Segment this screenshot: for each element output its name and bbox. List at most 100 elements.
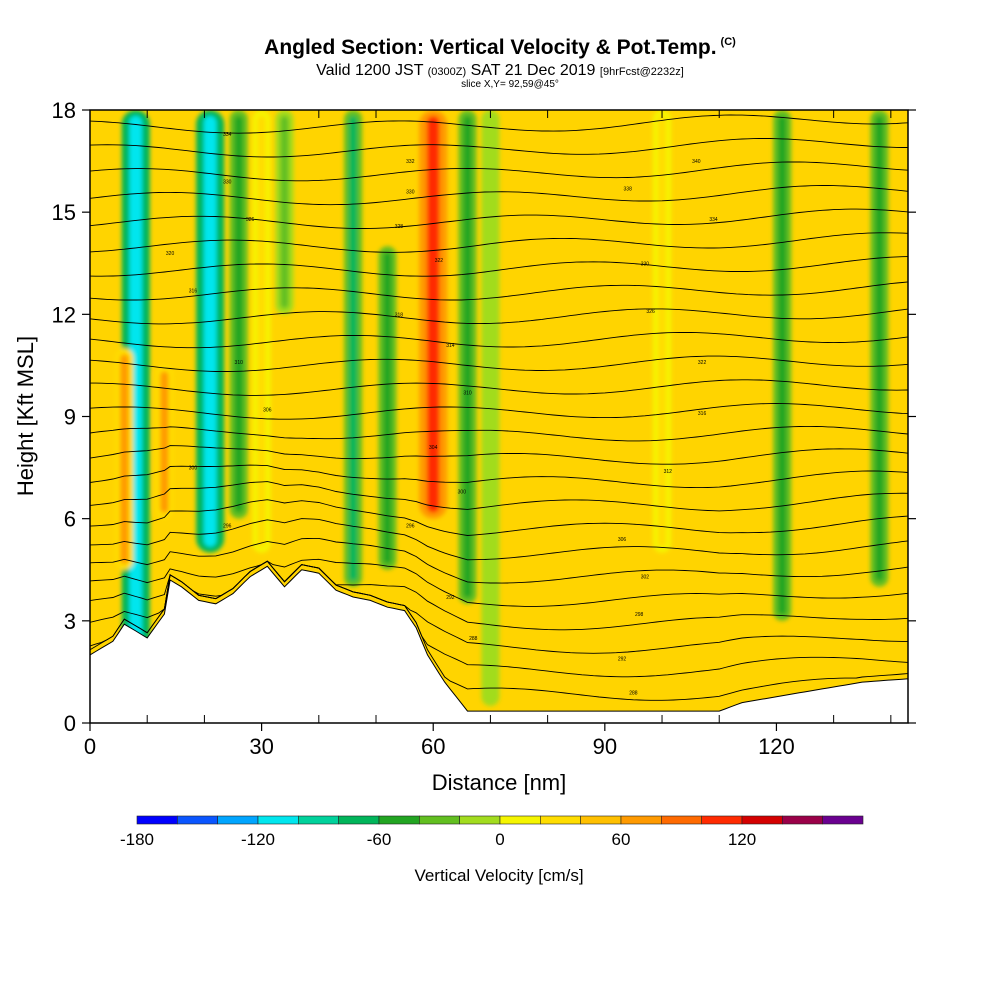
velocity-core <box>280 116 289 309</box>
theta-contour-label: 316 <box>189 288 198 294</box>
x-axis: 0 30 60 90 120 <box>84 110 892 759</box>
x-tick-label: 90 <box>593 734 617 759</box>
colorbar-tick-label: -120 <box>241 830 275 849</box>
colorbar-tick-label: -60 <box>367 830 392 849</box>
colorbar-swatch <box>298 815 339 825</box>
theta-contour-label: 326 <box>246 217 255 223</box>
x-tick-label: 30 <box>249 734 273 759</box>
velocity-core <box>383 252 392 564</box>
velocity-core <box>875 116 884 581</box>
x-tick-label: 0 <box>84 734 96 759</box>
theta-contour-label: 318 <box>395 312 404 318</box>
plot-area: 334 330 326 320 316 310 306 300 296 332 330 328 322 3… <box>90 92 908 723</box>
theta-contour-label: 340 <box>692 159 701 165</box>
theta-contour-label: 292 <box>618 656 627 662</box>
theta-contour-label: 310 <box>235 360 244 366</box>
y-tick-label: 18 <box>52 98 76 123</box>
colorbar-swatch <box>419 815 460 825</box>
theta-contour-label: 316 <box>698 411 707 417</box>
theta-contour <box>90 379 908 396</box>
y-tick-label: 0 <box>64 711 76 736</box>
theta-contour <box>90 138 908 158</box>
theta-contour <box>90 232 908 253</box>
theta-contour <box>90 425 908 442</box>
chart-title-text: Angled Section: Vertical Velocity & Pot.… <box>264 36 717 59</box>
theta-contour <box>90 403 908 420</box>
x-axis-title: Distance [nm] <box>432 770 567 795</box>
theta-contour <box>90 161 908 182</box>
theta-contour <box>90 185 908 206</box>
theta-contour <box>90 114 908 134</box>
theta-contour-label: 314 <box>446 343 455 349</box>
theta-contour-label: 300 <box>458 489 467 495</box>
theta-contour-label: 310 <box>463 391 472 397</box>
colorbar-swatch <box>822 815 864 825</box>
colorbar-swatch <box>499 815 541 825</box>
theta-contour <box>90 499 908 536</box>
theta-contour <box>90 208 908 229</box>
theta-contour <box>90 537 908 584</box>
velocity-core <box>486 116 495 700</box>
copyright-mark: (C) <box>720 36 736 48</box>
theta-contour-label: 288 <box>469 636 478 642</box>
theta-contour <box>90 464 908 489</box>
slice-info: slice X,Y= 92,59@45° <box>461 79 559 90</box>
theta-contour <box>90 481 908 512</box>
velocity-core <box>463 116 472 598</box>
y-axis: 0 3 6 9 12 15 18 <box>52 98 916 736</box>
colorbar-swatch <box>177 815 218 825</box>
colorbar-swatch <box>378 815 420 825</box>
theta-contour <box>90 445 908 465</box>
theta-contour-label: 306 <box>618 537 627 543</box>
colorbar-swatch <box>580 815 622 825</box>
theta-contour-label: 330 <box>223 180 232 186</box>
terrain-mask <box>90 565 908 723</box>
theta-contour <box>90 355 908 372</box>
colorbar-swatch <box>257 815 299 825</box>
theta-contour-label: 322 <box>698 360 707 366</box>
y-axis-title: Height [Kft MSL] <box>13 336 38 496</box>
colorbar-swatch <box>338 815 380 825</box>
valid-date: SAT 21 Dec 2019 <box>470 62 596 79</box>
x-tick-label: 60 <box>421 734 445 759</box>
theta-contour-label: 288 <box>629 690 638 696</box>
velocity-core <box>426 116 440 513</box>
colorbar-swatch <box>540 815 581 825</box>
theta-contour <box>90 256 908 277</box>
colorbar-swatch <box>217 815 259 825</box>
colorbar-swatch <box>782 815 823 825</box>
theta-contour-label: 312 <box>664 469 673 475</box>
theta-contour <box>90 92 908 110</box>
colorbar-swatch <box>459 815 501 825</box>
theta-contour-label: 326 <box>646 309 655 315</box>
theta-contour <box>90 281 908 301</box>
colorbar-swatch <box>620 815 662 825</box>
theta-contour-label: 320 <box>166 251 175 257</box>
velocity-core <box>778 116 787 615</box>
colorbar-title: Vertical Velocity [cm/s] <box>414 866 583 885</box>
theta-contour <box>90 518 908 561</box>
colorbar-tick-label: 0 <box>495 830 504 849</box>
colorbar: -180 -120 -60 0 60 120 <box>120 815 864 849</box>
theta-contour-label: 292 <box>446 595 455 601</box>
velocity-core <box>657 116 667 547</box>
theta-contour-labels: 334 330 326 320 316 310 306 300 296 332 330 328 322 3… <box>166 132 718 697</box>
velocity-core <box>160 371 169 513</box>
forecast-info: [9hrFcst@2232z] <box>599 66 684 78</box>
chart-title: Angled Section: Vertical Velocity & Pot.… <box>0 36 1000 60</box>
theta-contour-label: 304 <box>429 445 438 451</box>
velocity-core <box>120 354 129 564</box>
theta-contour <box>90 558 908 607</box>
y-tick-label: 3 <box>64 609 76 634</box>
colorbar-swatch <box>136 815 178 825</box>
theta-contour-label: 328 <box>395 224 404 230</box>
velocity-core <box>257 116 266 547</box>
theta-contour-label: 322 <box>435 258 444 264</box>
y-tick-label: 15 <box>52 200 76 225</box>
y-tick-label: 12 <box>52 302 76 327</box>
colorbar-tick-label: 120 <box>728 830 756 849</box>
y-tick-label: 9 <box>64 405 76 430</box>
theta-contour <box>90 331 908 349</box>
theta-contour-label: 296 <box>223 523 232 529</box>
